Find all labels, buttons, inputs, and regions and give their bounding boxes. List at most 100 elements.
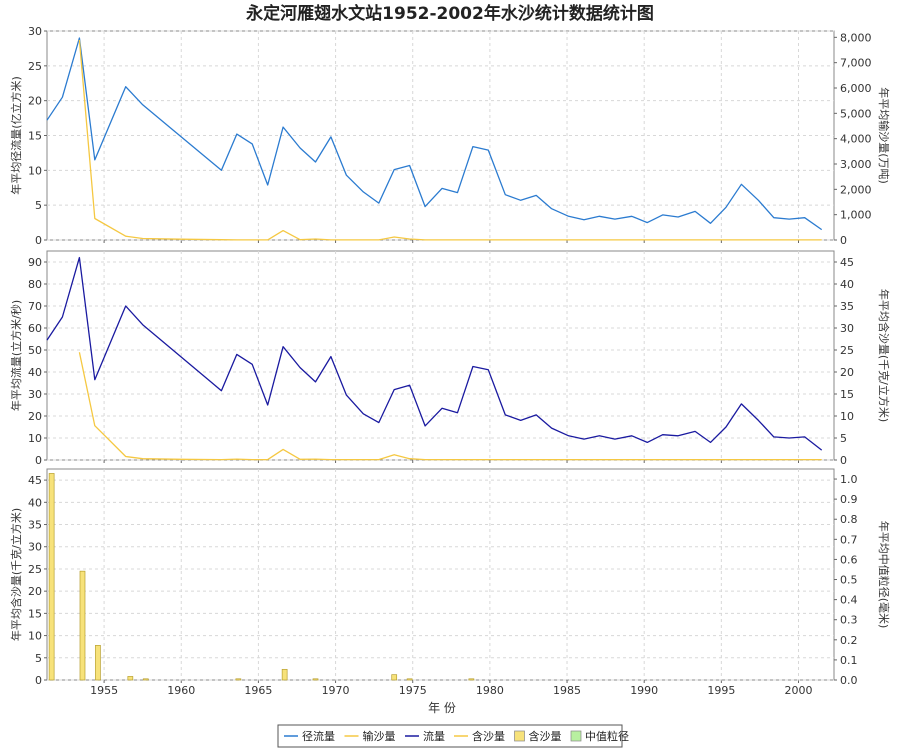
y-axis-label-left: 年平均流量(立方米/秒): [9, 300, 23, 411]
y-axis-label-right: 年平均含沙量(千克/立方米): [877, 289, 891, 422]
y-tick-label-right: 30: [840, 322, 854, 335]
legend-swatch-box: [514, 730, 525, 742]
y-tick-label-left: 10: [28, 164, 42, 177]
plot-area: [46, 250, 835, 461]
y-tick-label-left: 70: [28, 300, 42, 313]
x-tick-label: 1955: [90, 684, 118, 697]
y-axis-label-right: 年平均中值粒径(毫米): [877, 521, 891, 629]
bar: [48, 473, 55, 681]
series-line: [46, 37, 823, 231]
y-tick-label-right: 5,000: [840, 107, 872, 120]
y-tick-label-right: 4,000: [840, 133, 872, 146]
x-tick-label: 1995: [707, 684, 735, 697]
legend-box: [277, 724, 623, 748]
series-line: [78, 39, 822, 241]
legend-label: 中值粒径: [585, 729, 629, 743]
y-tick-label-right: 20: [840, 366, 854, 379]
bar: [468, 678, 475, 681]
y-tick-label-right: 0: [840, 234, 847, 247]
y-tick-label-left: 0: [35, 234, 42, 247]
x-tick-label: 1975: [399, 684, 427, 697]
y-tick-label-left: 90: [28, 256, 42, 269]
x-axis-label: 年 份: [428, 701, 456, 715]
y-tick-label-left: 45: [28, 474, 42, 487]
y-tick-label-right: 0.2: [840, 634, 858, 647]
bar: [127, 676, 134, 681]
series-line: [78, 352, 822, 461]
y-tick-label-left: 20: [28, 95, 42, 108]
chart-title: 永定河雁翅水文站1952-2002年水沙统计数据统计图: [245, 3, 654, 24]
y-tick-label-right: 0.1: [840, 654, 858, 667]
y-axis-label-left: 年平均径流量(亿立方米): [9, 76, 23, 195]
y-tick-label-right: 0.5: [840, 574, 858, 587]
y-tick-label-right: 10: [840, 410, 854, 423]
y-tick-label-left: 15: [28, 607, 42, 620]
x-tick-label: 1990: [630, 684, 658, 697]
y-tick-label-right: 0.8: [840, 513, 858, 526]
y-tick-label-right: 40: [840, 278, 854, 291]
y-tick-label-left: 50: [28, 344, 42, 357]
plot-area: [46, 468, 835, 681]
y-tick-label-right: 7,000: [840, 57, 872, 70]
y-tick-label-left: 40: [28, 496, 42, 509]
y-tick-label-left: 5: [35, 199, 42, 212]
y-axis-label-right: 年平均输沙量(万吨): [877, 87, 891, 184]
series-line: [46, 256, 823, 451]
panel-3: 1955 1960 1965 1970 1975 1980 1985 1990 1995 2000…: [9, 468, 891, 697]
y-tick-label-left: 20: [28, 585, 42, 598]
y-tick-label-right: 45: [840, 256, 854, 269]
bar: [79, 570, 86, 681]
bar: [142, 678, 149, 681]
y-axis-label-left: 年平均含沙量(千克/立方米): [9, 508, 23, 641]
y-tick-label-left: 20: [28, 410, 42, 423]
bar: [312, 678, 319, 681]
y-tick-label-right: 35: [840, 300, 854, 313]
x-tick-label: 1970: [322, 684, 350, 697]
y-tick-label-left: 80: [28, 278, 42, 291]
y-tick-label-right: 2,000: [840, 183, 872, 196]
y-tick-label-right: 1.0: [840, 473, 858, 486]
y-tick-label-left: 10: [28, 630, 42, 643]
x-tick-label: 1960: [167, 684, 195, 697]
x-tick-label: 2000: [785, 684, 813, 697]
y-tick-label-left: 15: [28, 130, 42, 143]
legend-label: 输沙量: [363, 729, 396, 743]
legend-label: 含沙量: [529, 729, 562, 743]
y-tick-label-left: 35: [28, 519, 42, 532]
y-tick-label-left: 5: [35, 652, 42, 665]
y-tick-label-right: 8,000: [840, 31, 872, 44]
y-tick-label-right: 0.0: [840, 674, 858, 687]
panel-1: 0 5 10 15 20 25 30 0 1,000 2,000 3,000 4,000 5,000 6,…: [9, 25, 891, 247]
y-tick-label-right: 0.9: [840, 493, 858, 506]
y-tick-label-right: 15: [840, 388, 854, 401]
y-tick-label-right: 0.7: [840, 533, 858, 546]
y-tick-label-right: 0.6: [840, 553, 858, 566]
y-tick-label-left: 30: [28, 25, 42, 38]
legend: 径流量 输沙量 流量 含沙量 含沙量 中值粒径: [277, 724, 629, 748]
x-tick-label: 1980: [476, 684, 504, 697]
y-tick-label-right: 3,000: [840, 158, 872, 171]
x-tick-label: 1965: [244, 684, 272, 697]
y-tick-label-left: 30: [28, 541, 42, 554]
y-tick-label-left: 60: [28, 322, 42, 335]
y-tick-label-left: 0: [35, 454, 42, 467]
bar: [95, 645, 101, 681]
legend-label: 流量: [423, 729, 445, 743]
panel-2: 0 10 20 30 40 50 60 70 80 90 0 5 10 15 20 25 30 35 40 45 年平均…: [9, 250, 891, 467]
y-tick-label-right: 5: [840, 432, 847, 445]
y-tick-label-left: 25: [28, 563, 42, 576]
bar: [281, 668, 288, 681]
y-tick-label-left: 0: [35, 674, 42, 687]
bar: [391, 674, 398, 681]
legend-swatch-box: [570, 730, 582, 742]
y-tick-label-right: 0.4: [840, 594, 858, 607]
legend-label: 径流量: [302, 729, 335, 743]
y-tick-label-left: 40: [28, 366, 42, 379]
bar: [406, 678, 413, 681]
y-tick-label-left: 30: [28, 388, 42, 401]
x-tick-label: 1985: [553, 684, 581, 697]
y-tick-label-right: 0: [840, 454, 847, 467]
y-tick-label-right: 1,000: [840, 209, 872, 222]
